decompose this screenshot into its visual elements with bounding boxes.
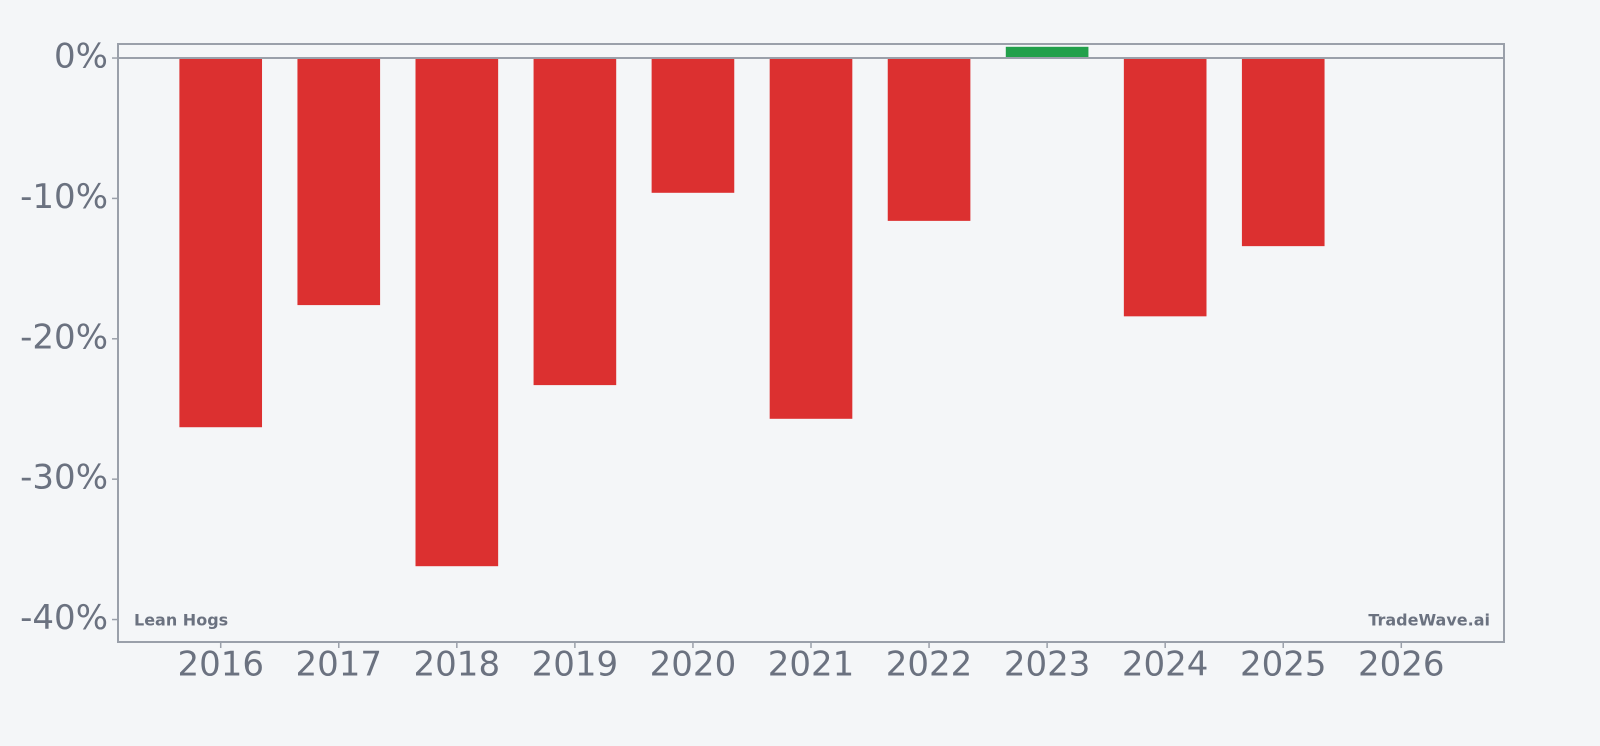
y-tick-label: 0%: [54, 37, 108, 77]
bar: [415, 58, 499, 567]
y-tick-label: -20%: [20, 317, 108, 357]
bar: [1241, 58, 1325, 247]
x-tick-label: 2017: [296, 645, 383, 685]
bar: [1005, 46, 1089, 59]
y-tick-label: -40%: [20, 598, 108, 638]
x-tick-label: 2023: [1004, 645, 1091, 685]
bar: [297, 58, 381, 306]
x-tick-label: 2025: [1240, 645, 1327, 685]
x-tick-label: 2019: [532, 645, 619, 685]
brand-label: TradeWave.ai: [1368, 611, 1490, 630]
x-tick-label: 2022: [886, 645, 973, 685]
x-tick-label: 2020: [650, 645, 737, 685]
instrument-label: Lean Hogs: [134, 611, 228, 630]
bar: [769, 58, 853, 419]
bar: [651, 58, 735, 193]
bar: [1123, 58, 1207, 317]
bar: [179, 58, 263, 428]
x-tick-label: 2024: [1122, 645, 1209, 685]
y-tick-label: -10%: [20, 177, 108, 217]
x-tick-label: 2021: [768, 645, 855, 685]
bar: [533, 58, 617, 386]
y-tick-label: -30%: [20, 458, 108, 498]
x-tick-label: 2018: [414, 645, 501, 685]
x-tick-label: 2026: [1358, 645, 1445, 685]
x-tick-label: 2016: [177, 645, 264, 685]
bar: [887, 58, 971, 221]
